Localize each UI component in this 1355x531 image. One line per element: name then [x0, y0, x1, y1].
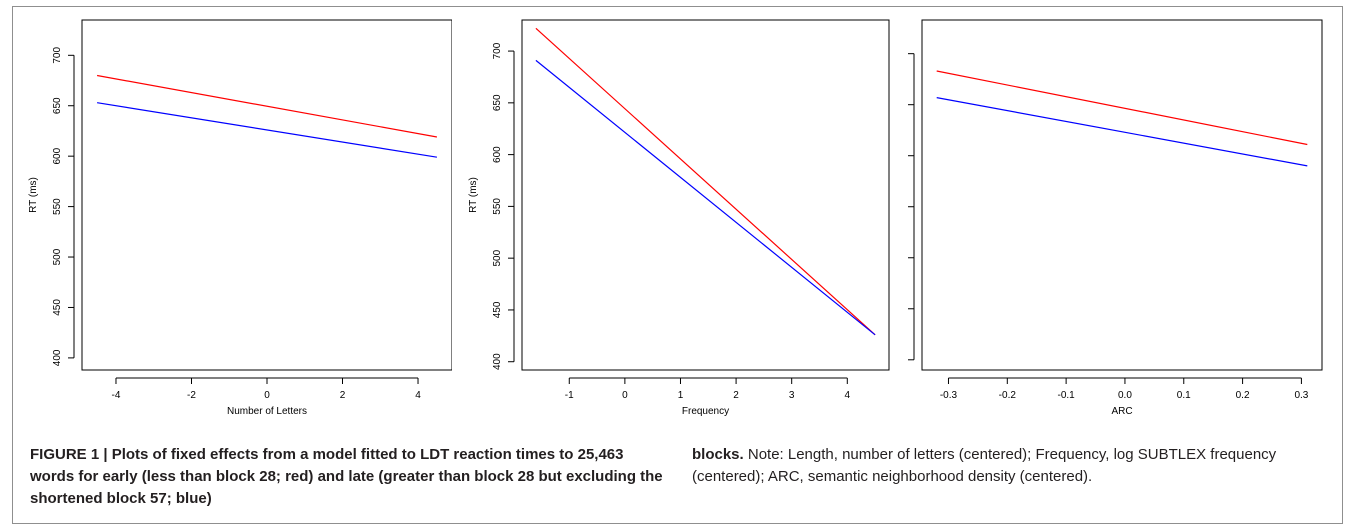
figure-frame [12, 6, 1343, 524]
y-tick-label: 650 [52, 97, 63, 114]
figure-caption-right: blocks. Note: Length, number of letters … [692, 444, 1332, 488]
chart-number-of-letters: -4 -2 0 2 4 400 450 500 550 600 650 700 Number of Le… [28, 19, 452, 417]
x-axis-title: ARC [1111, 406, 1132, 417]
x-tick-label: 0 [622, 390, 628, 401]
x-tick-label: 2 [340, 390, 346, 401]
y-tick-label: 400 [492, 353, 503, 370]
figure-caption-left: FIGURE 1 | Plots of fixed effects from a… [30, 446, 663, 507]
caption-right-text: Note: Length, number of letters (centere… [692, 446, 1277, 485]
x-tick-label: 4 [415, 390, 421, 401]
x-tick-label: -0.1 [1058, 390, 1076, 401]
plot-area-frame [521, 19, 890, 371]
y-axis-title: RT (ms) [468, 177, 479, 213]
y-tick-label: 600 [52, 147, 63, 164]
x-tick-label: 1 [678, 390, 684, 401]
x-tick-label: -4 [112, 390, 121, 401]
y-axis-title: RT (ms) [28, 177, 39, 213]
y-tick-label: 550 [492, 198, 503, 215]
y-tick-label: 650 [492, 94, 503, 111]
x-tick-label: 0.2 [1236, 390, 1250, 401]
y-tick-label: 500 [52, 248, 63, 265]
x-axis-title: Number of Letters [227, 406, 307, 417]
charts-area: -4 -2 0 2 4 400 450 500 550 600 650 700 Number of Le… [28, 19, 1323, 417]
series-line-early-red [96, 74, 438, 138]
x-tick-label: 2 [733, 390, 739, 401]
plot-area-frame [921, 19, 1323, 371]
y-tick-label: 500 [492, 249, 503, 266]
x-tick-label: 0 [264, 390, 270, 401]
chart-frequency: -1 0 1 2 3 4 400 450 500 550 600 650 700 Frequency RT … [468, 19, 890, 417]
x-tick-label: 0.3 [1294, 390, 1308, 401]
x-tick-label: 3 [789, 390, 795, 401]
series-line-early-red [535, 27, 876, 336]
caption-right-bold: blocks. [692, 446, 744, 463]
x-tick-label: -2 [187, 390, 196, 401]
chart-arc: -0.3-0.2-0.10.00.10.20.34004505005506006… [908, 19, 1323, 417]
y-tick-label: 600 [492, 146, 503, 163]
y-tick-label: 450 [52, 299, 63, 316]
x-tick-label: 0.1 [1177, 390, 1191, 401]
x-tick-label: 0.0 [1118, 390, 1132, 401]
x-tick-label: -0.3 [940, 390, 958, 401]
x-axis-title: Frequency [682, 406, 729, 417]
x-tick-label: -1 [565, 390, 574, 401]
series-line-late-blue [535, 59, 876, 336]
y-tick-label: 700 [52, 47, 63, 64]
y-tick-label: 700 [492, 42, 503, 59]
series-line-late-blue [97, 102, 437, 158]
y-tick-label: 450 [492, 301, 503, 318]
plot-area-frame [81, 19, 452, 371]
x-tick-label: 4 [845, 390, 851, 401]
series-line-late-blue [936, 97, 1308, 167]
series-line-early-red [936, 70, 1308, 146]
y-tick-label: 400 [52, 349, 63, 366]
y-tick-label: 550 [52, 198, 63, 215]
x-tick-label: -0.2 [999, 390, 1017, 401]
